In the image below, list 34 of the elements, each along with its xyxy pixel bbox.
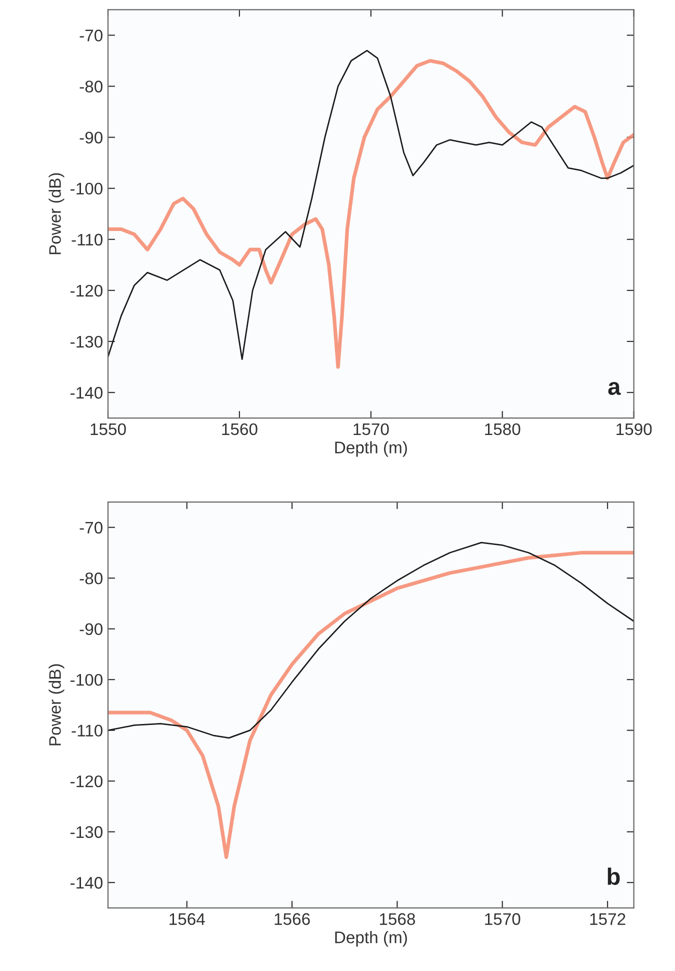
y-tick-label: -80 xyxy=(80,80,102,92)
annotation: b xyxy=(608,868,620,885)
line-series xyxy=(108,542,634,739)
x-tick-label: 1570 xyxy=(354,423,389,436)
y-tick-label: -110 xyxy=(72,724,102,737)
y-tick-label: -100 xyxy=(70,674,102,686)
x-tick-label: 1570 xyxy=(485,913,520,925)
y-tick-label: -140 xyxy=(70,386,102,399)
y-tick-label: -90 xyxy=(80,132,102,144)
y-tick-label: -100 xyxy=(70,182,102,195)
x-tick-label: 1590 xyxy=(616,423,652,436)
x-axis-title: Depth (m) xyxy=(335,931,407,947)
line-series xyxy=(108,550,634,859)
y-tick-label: -70 xyxy=(80,522,102,534)
x-tick-label: 1560 xyxy=(222,423,258,436)
y-tick-label: -110 xyxy=(72,234,102,246)
y-tick-label: -80 xyxy=(80,572,102,584)
y-tick-label: -130 xyxy=(70,826,102,838)
x-tick-label: 1580 xyxy=(485,423,520,436)
x-tick-label: 1572 xyxy=(590,913,626,925)
x-tick-label: 1566 xyxy=(274,913,310,925)
x-tick-label: 1568 xyxy=(380,913,416,925)
y-tick-label: -120 xyxy=(70,775,102,788)
y-tick-label: -70 xyxy=(80,30,102,42)
y-axis-title: Power (dB) xyxy=(48,664,64,746)
annotation: a xyxy=(608,382,621,395)
x-axis-title: Depth (m) xyxy=(335,441,407,457)
x-tick-label: 1550 xyxy=(90,423,126,436)
x-tick-label: 1564 xyxy=(170,913,205,925)
y-axis-title: Power (dB) xyxy=(48,173,64,254)
y-tick-label: -120 xyxy=(70,284,102,297)
y-tick-label: -90 xyxy=(80,623,102,636)
y-tick-label: -130 xyxy=(70,336,102,348)
y-tick-label: -140 xyxy=(70,876,102,889)
